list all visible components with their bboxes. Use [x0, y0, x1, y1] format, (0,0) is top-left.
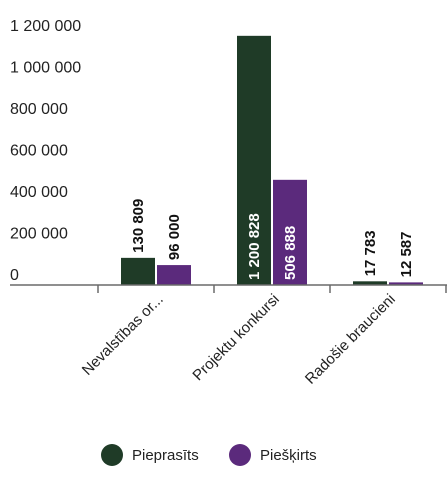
bar-pieprasits — [353, 281, 387, 285]
data-label: 17 783 — [362, 230, 379, 276]
legend-label: Piešķirts — [260, 447, 317, 464]
x-category-label: Projektu konkursi — [189, 291, 282, 384]
y-tick-label: 1 200 000 — [10, 18, 81, 35]
data-label: 96 000 — [166, 214, 183, 260]
y-tick-label: 0 — [10, 267, 19, 284]
bar-pieskirts — [273, 179, 307, 285]
x-category-label: Radošie braucieni — [302, 291, 399, 388]
x-axis-ticks — [97, 285, 447, 293]
y-tick-label: 400 000 — [10, 184, 68, 201]
y-tick-label: 1 000 000 — [10, 60, 81, 77]
legend-marker — [229, 444, 251, 466]
bar-pieskirts — [157, 265, 191, 285]
legend-label: Pieprasīts — [132, 447, 199, 464]
y-axis-ticks: 0 200 000 400 000 600 000 800 000 1 000 000 1 … — [10, 18, 81, 284]
bar-pieskirts — [389, 282, 423, 285]
data-label: 12 587 — [398, 231, 415, 277]
legend-marker — [101, 444, 123, 466]
y-tick-label: 200 000 — [10, 226, 68, 243]
value-labels: 130 809 96 000 1 200 828 506 888 17 783 12 58… — [130, 199, 415, 280]
bar-pieprasits — [121, 257, 155, 285]
data-label: 130 809 — [130, 199, 147, 253]
y-tick-label: 600 000 — [10, 143, 68, 160]
category-labels: Nevalstības or... Projektu konkursi Radoši… — [79, 291, 399, 388]
bars — [121, 35, 423, 286]
data-label: 1 200 828 — [246, 213, 263, 280]
bar-pieprasits — [237, 35, 271, 286]
x-category-label: Nevalstības or... — [79, 291, 167, 379]
y-tick-label: 800 000 — [10, 101, 68, 118]
legend: Pieprasīts Piešķirts — [101, 444, 317, 466]
data-label: 506 888 — [282, 226, 299, 280]
